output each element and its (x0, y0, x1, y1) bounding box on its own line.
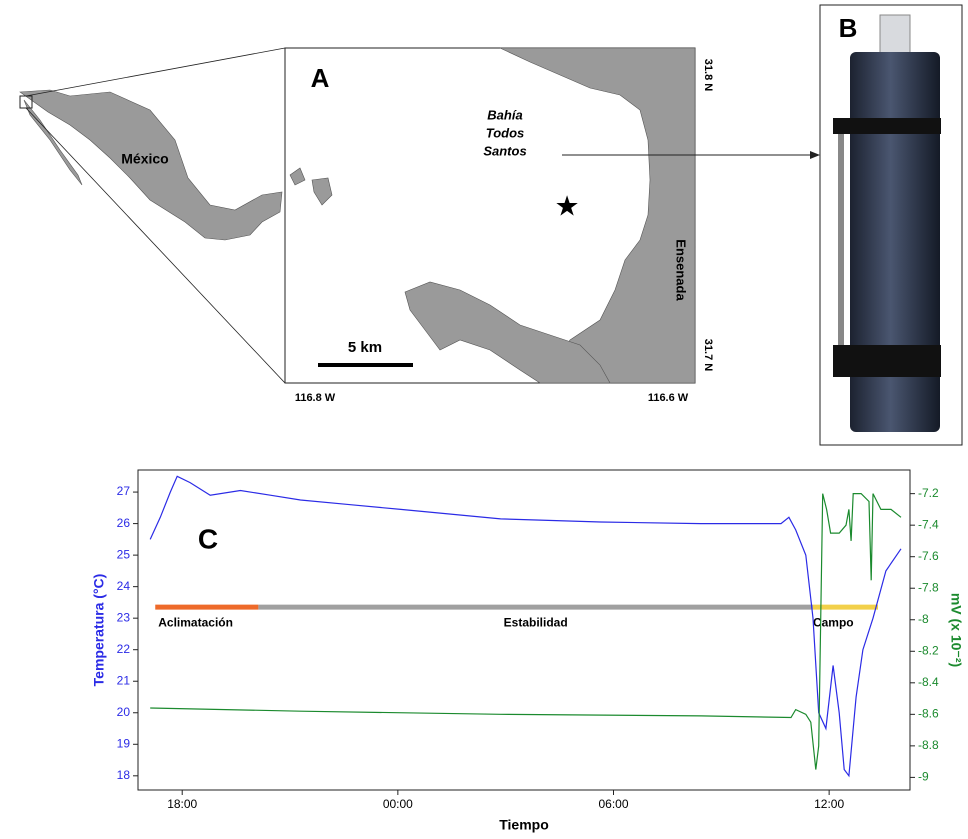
x-tick-label: 06:00 (598, 797, 628, 811)
y-tick-label: 24 (117, 579, 131, 593)
land (19, 89, 283, 241)
lon-label: 116.8 W (295, 392, 336, 404)
y-tick-label: 18 (117, 768, 131, 782)
y-tick-label: 20 (117, 705, 131, 719)
y-tick-label: 25 (117, 547, 131, 561)
lat-label: 31.8 N (702, 59, 714, 91)
y-tick-label: 19 (117, 736, 131, 750)
y-tick-label: 26 (117, 516, 131, 530)
y2-tick-label: -8.4 (918, 675, 939, 689)
y-tick-label: 27 (117, 484, 131, 498)
x-tick-label: 12:00 (814, 797, 844, 811)
y2-tick-label: -7.6 (918, 549, 939, 563)
y2-tick-label: -8.6 (918, 707, 939, 721)
phase-label: Campo (813, 615, 854, 629)
y-axis-label: Temperatura (°C) (91, 574, 107, 687)
y2-tick-label: -9 (918, 770, 929, 784)
x-tick-label: 00:00 (383, 797, 413, 811)
bay-label: Todos (486, 125, 525, 140)
bay-label: Santos (483, 143, 526, 158)
chart-c: C Tiempo Temperatura (°C) mV (x 10⁻²) 18… (91, 469, 964, 833)
map-a: A Bahía Todos Santos ★ Ensenada 5 km 31.… (284, 47, 820, 404)
y2-tick-label: -7.8 (918, 580, 939, 594)
panel-label: B (839, 13, 858, 43)
bracket (833, 118, 941, 134)
scale-label: 5 km (348, 339, 382, 356)
connector (25, 47, 286, 97)
lon-label: 116.6 W (648, 392, 689, 404)
mexico-inset: México (19, 47, 286, 384)
y2-tick-label: -8 (918, 612, 929, 626)
y2-tick-label: -7.4 (918, 517, 939, 531)
arrowhead (810, 151, 820, 159)
y2-axis-label: mV (x 10⁻²) (948, 593, 964, 667)
y-tick-label: 22 (117, 642, 131, 656)
phase-label: Estabilidad (504, 615, 568, 629)
data-line (150, 493, 902, 770)
lat-label: 31.7 N (702, 339, 714, 371)
photo-b: B (819, 4, 963, 446)
y-tick-label: 23 (117, 610, 131, 624)
data-line (149, 475, 902, 778)
sensor-cap (879, 14, 911, 56)
y-tick-label: 21 (117, 673, 131, 687)
site-star: ★ (554, 190, 579, 221)
panel-label: C (198, 523, 218, 554)
land (404, 281, 611, 384)
x-tick-label: 18:00 (167, 797, 197, 811)
y2-tick-label: -8.8 (918, 738, 939, 752)
plot-frame (137, 469, 911, 791)
panel-label: A (311, 63, 330, 93)
phase-label: Aclimatación (158, 615, 233, 629)
instrument-body (850, 52, 940, 432)
y2-tick-label: -7.2 (918, 486, 939, 500)
connector (25, 107, 286, 384)
bay-label: Bahía (487, 107, 522, 122)
city-label: Ensenada (674, 239, 689, 301)
island (289, 167, 333, 206)
rod (838, 134, 844, 345)
country-label: México (121, 151, 168, 167)
y2-tick-label: -8.2 (918, 643, 939, 657)
bracket (833, 345, 941, 377)
x-axis-label: Tiempo (499, 817, 549, 833)
